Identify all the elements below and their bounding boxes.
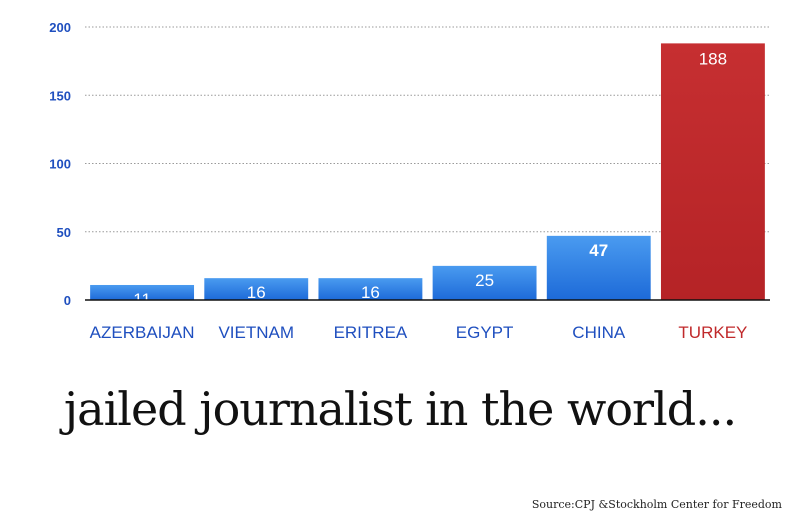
data-label: 188 (699, 49, 727, 68)
x-tick-label: AZERBAIJAN (90, 323, 195, 342)
y-tick-label: 150 (49, 88, 71, 103)
x-tick-label: ERITREA (334, 323, 408, 342)
y-tick-label: 100 (49, 157, 71, 172)
x-tick-label: EGYPT (456, 323, 514, 342)
chart-caption: jailed journalist in the world... (63, 382, 737, 436)
bar (432, 265, 537, 300)
bar (90, 284, 195, 300)
x-tick-label: VIETNAM (218, 323, 294, 342)
bar (204, 278, 309, 300)
data-label: 47 (589, 241, 608, 260)
y-tick-label: 50 (57, 225, 71, 240)
bar (660, 43, 765, 300)
bar (546, 235, 651, 300)
data-label: 16 (247, 283, 266, 302)
data-label: 25 (475, 271, 494, 290)
x-tick-label: CHINA (572, 323, 626, 342)
data-label: 16 (361, 283, 380, 302)
chart-canvas: 05010015020011AZERBAIJAN16VIETNAM16ERITR… (49, 20, 770, 342)
bar-chart: 0 50 100 150 200 11 AZERBAIJAN 16 VIETNAM 16 ERITR… (49, 20, 770, 342)
source-note: Source:CPJ &Stockholm Center for Freedom (531, 498, 782, 511)
bar (318, 278, 423, 300)
x-tick-label: TURKEY (678, 323, 747, 342)
y-tick-label: 0 (64, 293, 71, 308)
y-tick-label: 200 (49, 20, 71, 35)
